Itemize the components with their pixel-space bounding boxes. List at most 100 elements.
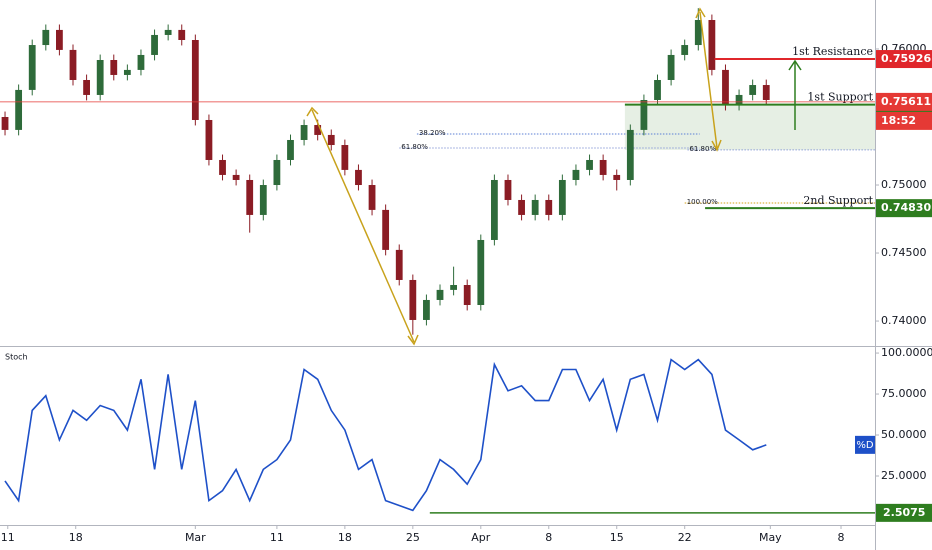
candle-body	[762, 85, 770, 100]
stoch-line	[4, 358, 767, 512]
fib-label: 100.00%	[687, 198, 718, 206]
level-label-box	[876, 503, 932, 522]
candle-body	[1, 116, 9, 130]
candle-body	[368, 185, 376, 210]
y-tick-label: 25.0000	[881, 469, 927, 482]
candle-body	[205, 119, 213, 160]
y-tick-label: 50.0000	[881, 428, 927, 441]
candle-body	[572, 169, 580, 180]
legend-box	[855, 435, 875, 454]
price-label-box	[876, 199, 932, 218]
x-tick-label: Mar	[185, 531, 206, 544]
price-label: 0.75611	[881, 95, 931, 108]
x-tick-label: May	[759, 531, 782, 544]
x-tick-label: 8	[838, 531, 845, 544]
support-zone	[624, 104, 875, 150]
candle-body	[137, 54, 145, 70]
candle-body	[96, 59, 104, 95]
swing-arrow	[311, 109, 415, 343]
level-name: 1st Support	[807, 91, 873, 104]
fib-label: 61.80%	[689, 145, 716, 153]
level-label: 2.5075	[883, 506, 925, 519]
candle-body	[654, 79, 661, 100]
pattern-arrows	[306, 7, 722, 346]
candle-body	[246, 179, 254, 215]
fib-label: 61.80%	[401, 143, 428, 151]
y-tick-label: 100.0000	[881, 346, 932, 359]
candle-body	[558, 179, 566, 215]
candle-body	[436, 289, 444, 300]
candle-body	[694, 19, 702, 46]
candle-body	[178, 29, 186, 40]
x-tick-label: Apr	[471, 531, 491, 544]
candle-body	[504, 179, 512, 200]
x-tick-label: 11	[270, 531, 284, 544]
candle-body	[327, 134, 335, 146]
x-tick-label: 18	[338, 531, 352, 544]
candle-body	[164, 29, 172, 35]
candle-body	[722, 69, 729, 106]
candle-body	[599, 159, 607, 175]
x-tick-label: 15	[610, 531, 624, 544]
x-tick-label: 18	[69, 531, 83, 544]
candle-body	[42, 29, 50, 46]
x-tick-label: 22	[678, 531, 692, 544]
fib-label: 38.20%	[419, 129, 446, 137]
price-label-box	[876, 50, 932, 69]
candle-body	[259, 185, 267, 215]
candle-body	[15, 89, 23, 130]
candle-body	[219, 159, 226, 175]
candle-body	[56, 29, 63, 50]
y-tick-label: 0.74000	[881, 314, 927, 327]
x-tick-label: 11	[1, 531, 15, 544]
candle-body	[382, 209, 390, 250]
candle-body	[545, 199, 553, 215]
level-name: 2nd Support	[803, 194, 873, 207]
target-arrow	[788, 59, 802, 130]
candle-body	[110, 59, 118, 75]
candle-body	[463, 285, 471, 306]
candle-body	[355, 169, 362, 186]
arrow-head	[788, 59, 802, 71]
candle-body	[681, 45, 689, 55]
candle-body	[490, 179, 498, 240]
y-tick-label: 75.0000	[881, 387, 927, 400]
candle-body	[287, 139, 294, 160]
countdown: 18:52	[881, 114, 916, 127]
price-label: 0.75926	[881, 52, 931, 65]
candle-body	[626, 129, 634, 180]
x-tick-label: 8	[545, 531, 552, 544]
candle-body	[395, 249, 403, 280]
candle-body	[191, 39, 199, 120]
price-label-box	[876, 92, 932, 111]
price-label: 0.74830	[881, 201, 931, 214]
candle-body	[423, 299, 430, 320]
candle-body	[708, 19, 716, 70]
candle-body	[640, 99, 648, 130]
pane-title: Stoch	[5, 353, 28, 362]
candle-body	[232, 174, 240, 180]
candle-body	[69, 49, 77, 80]
arrow-head	[407, 334, 419, 346]
candle-body	[667, 54, 675, 80]
y-tick-label: 0.75000	[881, 178, 927, 191]
candle-body	[273, 159, 281, 186]
candle-body	[123, 69, 131, 75]
x-tick-label: 25	[406, 531, 420, 544]
arrow-head	[695, 7, 706, 19]
candle-body	[409, 279, 417, 320]
candle-body	[477, 239, 485, 306]
candle-body	[735, 94, 743, 106]
arrow-head	[306, 106, 319, 117]
arrow-head	[711, 139, 722, 152]
legend-label: %D	[856, 440, 874, 451]
candle-body	[613, 174, 621, 180]
level-name: 1st Resistance	[792, 45, 873, 58]
candle-body	[300, 125, 308, 140]
candle-body	[586, 159, 593, 170]
candle-body	[83, 79, 90, 95]
y-tick-label: 0.74500	[881, 246, 927, 259]
